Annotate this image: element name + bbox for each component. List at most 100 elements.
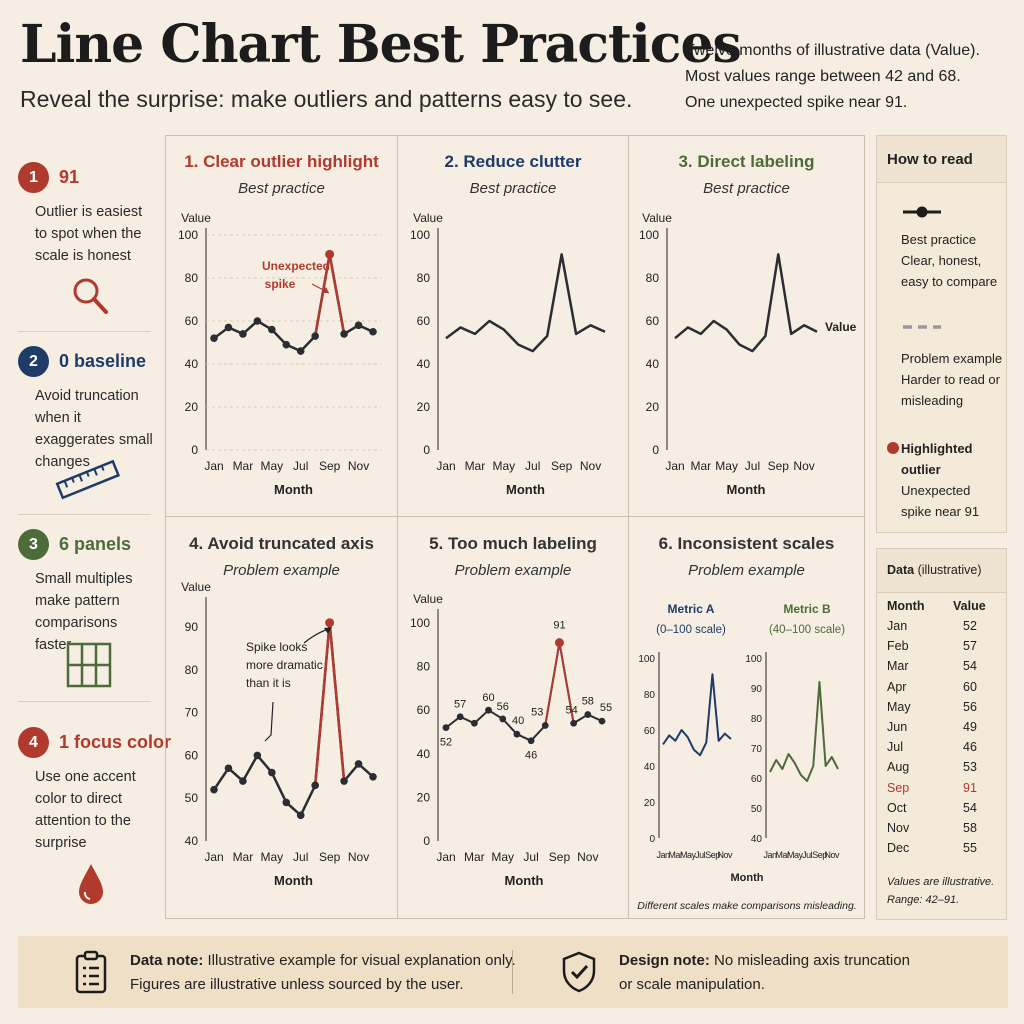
panel-title: 4. Avoid truncated axis bbox=[189, 534, 374, 553]
y-tick-label: 20 bbox=[646, 400, 660, 414]
magnifier-icon bbox=[73, 278, 108, 314]
annotation-text: than it is bbox=[246, 676, 291, 690]
month-cell: Nov bbox=[887, 821, 910, 835]
x-tick-label: Sep bbox=[551, 459, 573, 473]
x-tick-label: Jul bbox=[293, 459, 308, 473]
x-axis-label: Month bbox=[727, 482, 766, 497]
value-cell: 58 bbox=[963, 821, 977, 835]
tip-title: 91 bbox=[59, 167, 80, 187]
data-table-header: Month Value bbox=[887, 599, 986, 613]
data-point bbox=[282, 798, 291, 807]
y-tick-label: 80 bbox=[646, 271, 660, 285]
y-tick-label: 0 bbox=[191, 443, 198, 457]
legend-best-title: Best practice bbox=[901, 232, 977, 247]
y-tick-label: 50 bbox=[185, 791, 199, 805]
data-point bbox=[296, 811, 305, 820]
x-tick-label: Nov bbox=[825, 850, 841, 860]
intro-text: Twelve months of illustrative data (Valu… bbox=[685, 38, 980, 116]
data-table-title-main: Data bbox=[887, 563, 915, 577]
x-tick-label: May bbox=[491, 850, 514, 864]
chart-panel-outlier: 1. Clear outlier highlight Best practice… bbox=[166, 136, 398, 517]
month-cell: Jul bbox=[887, 740, 903, 755]
panel-subtitle: Best practice bbox=[238, 180, 325, 197]
y-tick-label: 40 bbox=[644, 762, 656, 773]
table-row: Oct 54 bbox=[887, 801, 997, 815]
tip-baseline: 2 0 baseline Avoid truncation when it ex… bbox=[18, 346, 153, 473]
month-cell: Jun bbox=[887, 720, 908, 734]
data-table-title: Data (illustrative) bbox=[877, 549, 1006, 593]
value-cell: 53 bbox=[963, 760, 977, 775]
tip-title: 6 panels bbox=[59, 534, 132, 554]
y-axis-label: Value bbox=[413, 211, 443, 225]
design-note-label: Design note: bbox=[619, 952, 710, 969]
y-axis-label: Value bbox=[181, 211, 211, 225]
best-practice-line-icon bbox=[903, 206, 941, 218]
series-name-label: Metric B bbox=[783, 602, 831, 616]
x-tick-label: Sep bbox=[549, 850, 571, 864]
x-tick-label: May bbox=[260, 850, 283, 864]
x-tick-label: May bbox=[787, 850, 804, 860]
legend-highlighted-outlier: Highlighted outlier Unexpected spike nea… bbox=[901, 438, 1001, 522]
x-tick-label: Mar bbox=[465, 459, 486, 473]
value-cell: 60 bbox=[963, 679, 977, 694]
data-point bbox=[253, 317, 262, 325]
tip-divider bbox=[18, 514, 151, 515]
legend-problem-example: Problem example Harder to read or mislea… bbox=[901, 348, 1002, 411]
y-tick-label: 90 bbox=[751, 684, 763, 695]
month-cell: Feb bbox=[887, 639, 909, 654]
intro-line: Twelve months of illustrative data (Valu… bbox=[685, 42, 980, 59]
annotation-text: Spike looks bbox=[246, 640, 307, 654]
dual-line-chart: Metric A(0–100 scale)020406080100JanMarM… bbox=[637, 602, 856, 912]
table-row: May 56 bbox=[887, 700, 997, 714]
x-tick-label: Jul bbox=[525, 459, 540, 473]
chart-panel-direct-labeling: 3. Direct labeling Best practice 0 20 40 60… bbox=[629, 136, 864, 517]
month-cell: Dec bbox=[887, 841, 910, 856]
direct-series-label: Value bbox=[825, 320, 857, 334]
panel-subtitle: Problem example bbox=[223, 562, 340, 579]
page-title: Line Chart Best Practices bbox=[20, 14, 742, 75]
footer-divider bbox=[512, 950, 513, 994]
y-tick-label: 40 bbox=[185, 834, 199, 848]
x-tick-label: May bbox=[260, 459, 283, 473]
x-tick-label: Sep bbox=[319, 850, 341, 864]
y-tick-label: 60 bbox=[417, 703, 431, 717]
series-line bbox=[674, 253, 818, 353]
y-tick-label: 40 bbox=[185, 357, 199, 371]
table-row: Jul 46 bbox=[887, 740, 997, 754]
tip-divider bbox=[18, 331, 151, 332]
intro-line: Most values range between 42 and 68. bbox=[685, 68, 961, 85]
clipboard-icon bbox=[75, 950, 107, 994]
outlier-point bbox=[554, 638, 564, 648]
x-tick-label: May bbox=[492, 459, 515, 473]
intro-line: One unexpected spike near 91. bbox=[685, 94, 908, 111]
panel-title: 6. Inconsistent scales bbox=[658, 534, 835, 553]
data-label: 46 bbox=[525, 750, 537, 762]
x-axis-label: Month bbox=[731, 872, 764, 884]
x-tick-label: Sep bbox=[768, 459, 790, 473]
y-tick-label: 20 bbox=[417, 790, 431, 804]
data-point bbox=[485, 706, 492, 714]
x-tick-label: Jul bbox=[293, 850, 308, 864]
panel-title: 3. Direct labeling bbox=[678, 152, 815, 171]
value-cell: 55 bbox=[963, 841, 977, 856]
data-point bbox=[527, 737, 535, 745]
data-point bbox=[541, 722, 549, 729]
outlier-point bbox=[325, 618, 335, 628]
y-tick-label: 80 bbox=[417, 660, 431, 674]
y-tick-label: 20 bbox=[185, 400, 199, 414]
data-point bbox=[354, 321, 363, 330]
y-tick-label: 40 bbox=[751, 834, 763, 845]
data-point bbox=[442, 724, 450, 732]
annotation-arrowhead bbox=[322, 287, 329, 293]
series-line bbox=[662, 673, 732, 757]
table-row: Sep 91 bbox=[887, 781, 997, 795]
x-tick-label: Mar bbox=[464, 850, 485, 864]
y-tick-label: 100 bbox=[745, 654, 762, 665]
value-cell: 54 bbox=[963, 659, 977, 674]
series-scale-label: (0–100 scale) bbox=[656, 624, 726, 636]
y-tick-label: 40 bbox=[646, 357, 660, 371]
x-tick-label: Jul bbox=[695, 850, 706, 860]
tip-number-badge: 3 bbox=[18, 529, 49, 560]
month-cell: Mar bbox=[887, 659, 909, 674]
data-point bbox=[253, 751, 262, 760]
